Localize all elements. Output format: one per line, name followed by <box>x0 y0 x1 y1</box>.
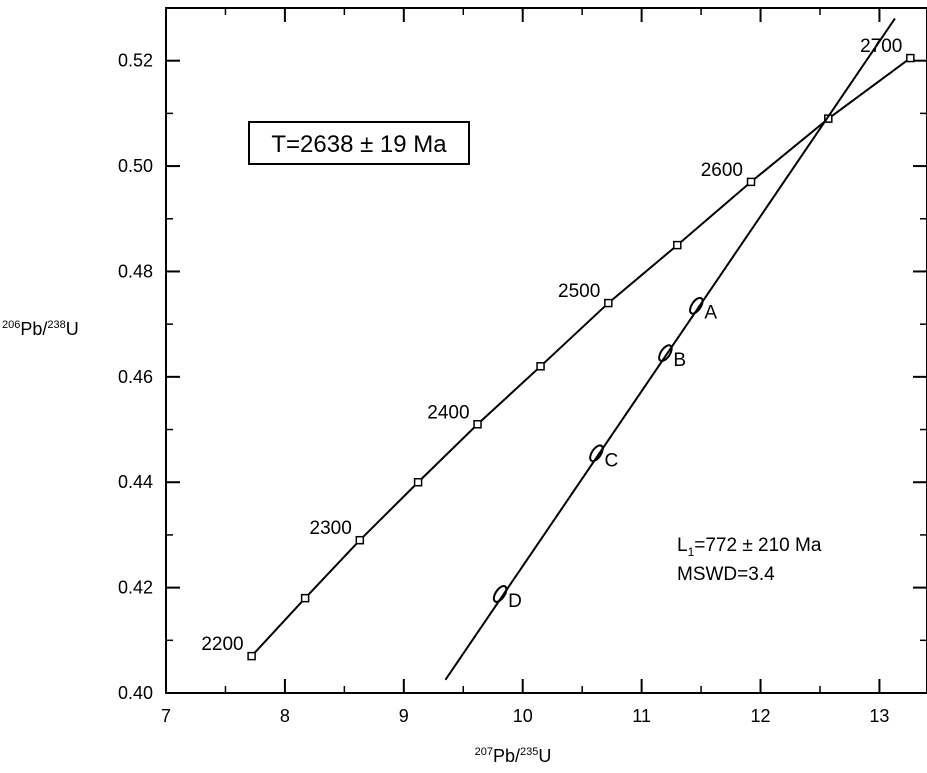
x-axis-label-text: 207Pb/235U <box>475 746 552 766</box>
sample-label: B <box>673 350 686 371</box>
lower-intercept-subscript: 1 <box>688 545 695 559</box>
lower-intercept-text: L1=772 ± 210 Ma <box>677 535 822 559</box>
y-tick-label: 0.40 <box>118 683 153 703</box>
y-tick-label: 0.50 <box>118 156 153 176</box>
sample-label: A <box>704 303 717 324</box>
y-tick-label: 0.46 <box>118 367 153 387</box>
x-tick-label: 8 <box>280 706 290 726</box>
y-label-sup2: 238 <box>47 319 65 331</box>
concordia-age-label: 2300 <box>310 518 352 539</box>
y-axis-label-text: 206Pb/238U <box>2 319 79 339</box>
concordia-age-label: 2600 <box>701 160 743 181</box>
lower-intercept-annotation: L1=772 ± 210 Ma MSWD=3.4 <box>677 535 822 585</box>
concordia-age-marker <box>413 477 423 487</box>
axes-layer: 7 8 9 10 11 12 13 0.40 0.42 0.44 0.46 0.48 0.50 0.52 <box>118 7 927 726</box>
concordia-age-marker <box>247 651 256 661</box>
sample-label: D <box>508 591 522 612</box>
sample-ellipse <box>689 296 704 315</box>
mswd-text: MSWD=3.4 <box>677 564 775 585</box>
x-label-sup2: 235 <box>520 746 538 758</box>
discordia-regression-line <box>444 17 896 681</box>
concordia-age-marker <box>300 593 310 603</box>
concordia-age-marker <box>355 535 365 545</box>
x-tick-label: 10 <box>513 706 533 726</box>
x-axis-label: 207Pb/235U <box>475 746 552 766</box>
sample-ellipse <box>589 444 604 463</box>
sample-ellipses: A B C D <box>492 296 717 612</box>
concordia-age-label: 2700 <box>860 36 902 57</box>
x-tick-label: 9 <box>399 706 409 726</box>
concordia-age-marker <box>906 53 915 63</box>
discordia-line <box>444 17 896 681</box>
x-tick-label: 7 <box>161 706 171 726</box>
y-tick-label: 0.42 <box>118 578 153 598</box>
y-tick-label: 0.48 <box>118 261 153 281</box>
lower-intercept-value: =772 ± 210 Ma <box>694 535 822 556</box>
lower-intercept-prefix: L <box>677 535 688 556</box>
y-label-main1: Pb/ <box>20 319 47 339</box>
y-tick-label: 0.52 <box>118 51 153 71</box>
concordia-age-label: 2200 <box>201 634 243 655</box>
x-tick-label: 12 <box>751 706 771 726</box>
upper-intercept-text: T=2638 ± 19 Ma <box>271 131 447 158</box>
x-tick-label: 13 <box>869 706 889 726</box>
concordia-age-marker <box>604 298 613 308</box>
sample-ellipse <box>492 585 508 603</box>
concordia-age-marker <box>536 362 545 371</box>
x-label-sup1: 207 <box>475 746 493 758</box>
concordia-age-marker <box>746 177 756 187</box>
concordia-age-label: 2500 <box>558 281 600 302</box>
x-label-main2: U <box>538 746 551 766</box>
y-label-sup1: 206 <box>2 319 20 331</box>
plot-frame <box>165 7 927 694</box>
x-label-main1: Pb/ <box>493 746 520 766</box>
y-label-main2: U <box>66 319 79 339</box>
upper-intercept-frame <box>248 121 470 165</box>
concordia-curve: 2200 2300 2400 2500 2600 2700 <box>201 36 915 661</box>
concordia-age-label: 2400 <box>427 402 469 423</box>
y-tick-label: 0.44 <box>118 472 153 492</box>
sample-ellipse <box>658 344 673 362</box>
upper-intercept-box: T=2638 ± 19 Ma <box>248 121 470 165</box>
concordia-age-marker <box>473 420 482 429</box>
y-axis-label: 206Pb/238U <box>2 319 79 339</box>
x-tick-label: 11 <box>632 706 651 726</box>
concordia-age-marker <box>673 240 682 250</box>
sample-label: C <box>604 450 618 471</box>
